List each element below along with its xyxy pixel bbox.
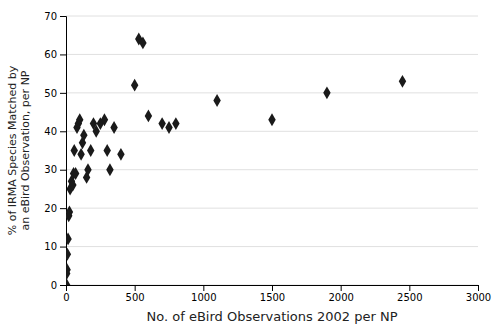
- point: [399, 75, 406, 88]
- y-tick: 0: [51, 280, 66, 291]
- y-tick: 40: [44, 126, 66, 137]
- point: [66, 206, 73, 219]
- x-tick-label: 1500: [260, 292, 285, 303]
- point: [66, 232, 72, 245]
- x-tick: 500: [126, 285, 145, 303]
- point: [165, 121, 172, 134]
- x-tick: 1500: [260, 285, 285, 303]
- x-tick-label: 500: [126, 292, 145, 303]
- x-axis-title: No. of eBird Observations 2002 per NP: [147, 309, 398, 324]
- y-axis: 0 10 20 30 40 50 60 70: [44, 11, 66, 291]
- y-tick-label: 20: [44, 203, 57, 214]
- point: [66, 263, 71, 276]
- y-tick-mark: [60, 16, 66, 17]
- point: [110, 121, 117, 134]
- y-tick-mark: [60, 208, 66, 209]
- y-tick-mark: [60, 131, 66, 132]
- point: [268, 113, 275, 126]
- y-tick: 50: [44, 88, 66, 99]
- y-tick: 70: [44, 11, 66, 22]
- y-tick: 10: [44, 241, 66, 252]
- x-tick-mark: [135, 285, 136, 291]
- y-tick-label: 60: [44, 49, 57, 60]
- grid-line: [66, 246, 478, 247]
- plot-area: 0 500 1000 1500 2000 2500 3000 0 10 20 30 40 50 60 70: [44, 11, 491, 303]
- y-tick: 60: [44, 49, 66, 60]
- point: [77, 148, 84, 161]
- grid-line: [66, 208, 478, 209]
- x-tick: 1000: [191, 285, 216, 303]
- x-tick-mark: [272, 285, 273, 291]
- y-tick: 30: [44, 164, 66, 175]
- y-tick-label: 50: [44, 88, 57, 99]
- grid-line: [66, 16, 478, 17]
- point: [103, 144, 110, 157]
- y-axis-title: % of IRMA Species Matched byan eBird Obs…: [6, 65, 32, 235]
- x-axis-line: [67, 286, 479, 292]
- point: [71, 144, 78, 157]
- y-tick-mark: [60, 54, 66, 55]
- point: [117, 148, 124, 161]
- x-tick: 2500: [397, 285, 422, 303]
- x-tick-mark: [409, 285, 410, 291]
- x-tick: 0: [63, 285, 69, 303]
- point: [76, 113, 83, 126]
- point: [106, 163, 113, 176]
- y-tick-label: 10: [44, 241, 57, 252]
- y-tick-mark: [60, 93, 66, 94]
- point: [101, 113, 108, 126]
- x-tick-mark: [341, 285, 342, 291]
- x-tick-label: 0: [63, 292, 69, 303]
- x-tick: 2000: [328, 285, 353, 303]
- point: [172, 117, 179, 130]
- point: [213, 94, 220, 107]
- x-tick-label: 2500: [397, 292, 422, 303]
- point: [87, 144, 94, 157]
- point: [66, 248, 71, 261]
- point: [131, 79, 138, 92]
- x-tick-mark: [478, 285, 479, 291]
- grid-line: [66, 131, 478, 132]
- grid: [66, 16, 478, 285]
- grid-line: [66, 92, 478, 93]
- chart: 0 500 1000 1500 2000 2500 3000 0 10 20 30 40 50 60 70 N…: [0, 0, 500, 331]
- y-axis-title-line: an eBird Observation, per NP: [19, 70, 32, 230]
- grid-line: [66, 169, 478, 170]
- x-tick-mark: [203, 285, 204, 291]
- y-axis-title-line: % of IRMA Species Matched by: [6, 65, 19, 235]
- points: [66, 33, 406, 285]
- y-tick-mark: [60, 285, 66, 286]
- point: [69, 179, 76, 192]
- point: [323, 86, 330, 99]
- point: [158, 117, 165, 130]
- x-tick-label: 3000: [466, 292, 491, 303]
- x-axis: 0 500 1000 1500 2000 2500 3000: [63, 285, 491, 303]
- point: [145, 109, 152, 122]
- point: [139, 36, 146, 49]
- y-tick: 20: [44, 203, 66, 214]
- x-tick: 3000: [466, 285, 491, 303]
- y-tick-label: 0: [51, 280, 57, 291]
- y-tick-mark: [60, 170, 66, 171]
- y-tick-mark: [60, 247, 66, 248]
- y-tick-label: 30: [44, 164, 57, 175]
- y-axis-line: [60, 17, 67, 286]
- y-tick-label: 40: [44, 126, 57, 137]
- point: [84, 163, 91, 176]
- grid-line: [66, 54, 478, 55]
- x-tick-label: 2000: [328, 292, 353, 303]
- point: [80, 129, 87, 142]
- x-tick-label: 1000: [191, 292, 216, 303]
- y-tick-label: 70: [44, 11, 57, 22]
- point: [72, 167, 79, 180]
